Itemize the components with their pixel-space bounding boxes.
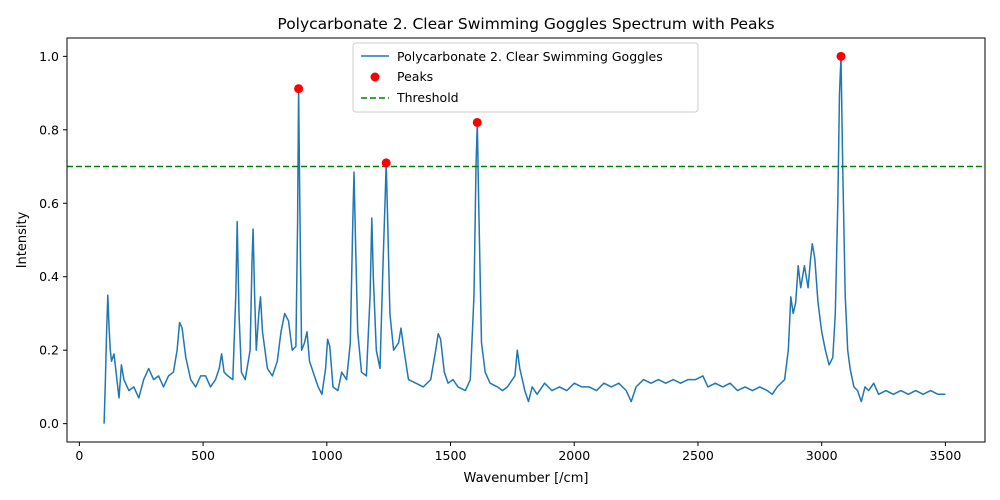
legend: Polycarbonate 2. Clear Swimming Goggles … [352, 42, 699, 113]
x-tick-label: 1500 [435, 448, 467, 463]
y-tick-label: 1.0 [39, 49, 59, 64]
y-axis-label: Intensity [15, 211, 30, 268]
y-tick-label: 0.6 [39, 196, 59, 211]
y-tick-label: 0.2 [39, 343, 59, 358]
legend-label-series: Polycarbonate 2. Clear Swimming Goggles [397, 49, 663, 64]
plot-frame [66, 37, 986, 443]
x-tick-label: 500 [191, 448, 215, 463]
x-tick-label: 3500 [930, 448, 962, 463]
y-tick-label: 0.8 [39, 122, 59, 137]
y-tick-label: 0.0 [39, 416, 59, 431]
peak-point [472, 117, 482, 127]
y-axis: 0.0 0.2 0.4 0.6 0.8 1.0 [39, 49, 67, 431]
x-tick-label: 2500 [682, 448, 714, 463]
spectrum-line [103, 55, 946, 424]
legend-box [352, 42, 699, 113]
y-tick-label: 0.4 [39, 269, 59, 284]
chart-title: Polycarbonate 2. Clear Swimming Goggles … [277, 15, 774, 33]
x-tick-label: 2000 [558, 448, 590, 463]
peak-point [836, 51, 846, 61]
x-axis: 0 500 1000 1500 2000 2500 3000 3500 [75, 442, 961, 463]
legend-label-peaks: Peaks [397, 69, 433, 84]
peak-point [381, 158, 391, 168]
x-axis-label: Wavenumber [/cm] [464, 471, 589, 486]
legend-marker-swatch [370, 72, 380, 82]
plot-area [67, 51, 985, 424]
x-tick-label: 3000 [806, 448, 838, 463]
legend-label-threshold: Threshold [396, 90, 459, 105]
x-tick-label: 0 [75, 448, 83, 463]
x-tick-label: 1000 [311, 448, 343, 463]
peak-point [294, 84, 304, 94]
